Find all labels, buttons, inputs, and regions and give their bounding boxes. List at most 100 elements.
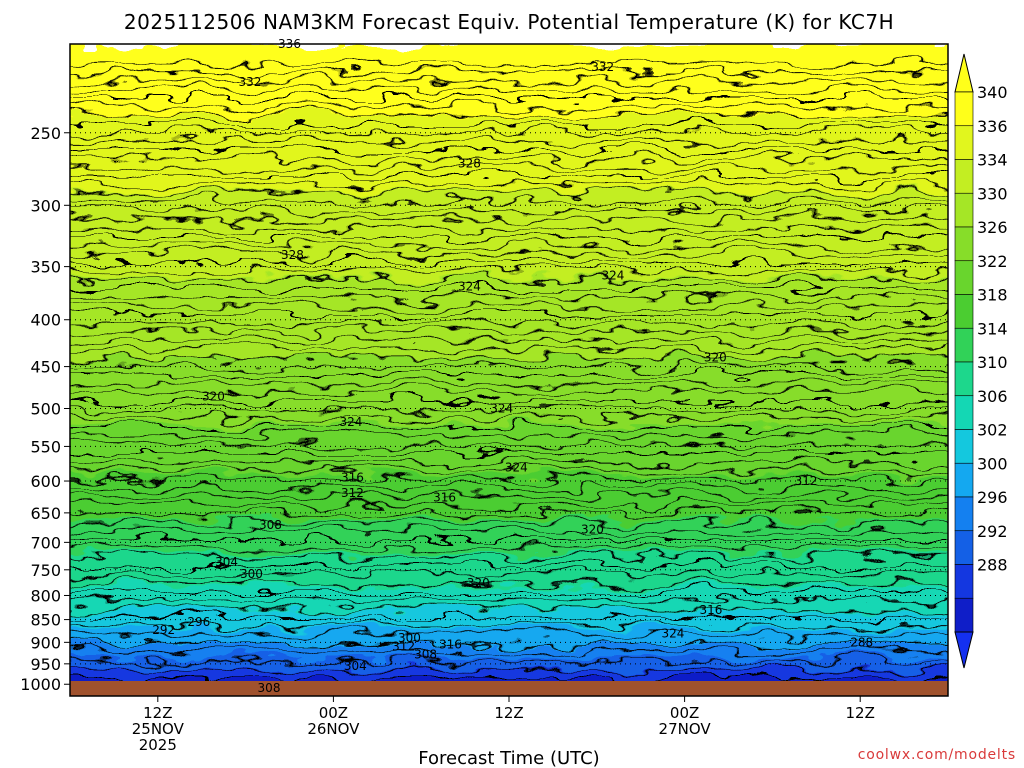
- contour-label: 308: [258, 681, 281, 695]
- colorbar-arrow-bottom: [954, 631, 974, 669]
- contour-label: 324: [458, 280, 481, 294]
- contour-label: 332: [239, 75, 262, 89]
- contour-label: 300: [398, 631, 421, 645]
- contour-label: 316: [433, 490, 456, 504]
- colorbar-swatch: [954, 125, 974, 160]
- contour-label: 312: [341, 486, 364, 500]
- contour-label: 320: [704, 351, 727, 365]
- contour-label: 312: [795, 474, 818, 488]
- contour-label: 324: [340, 415, 363, 429]
- y-tick-label: 500: [30, 400, 61, 419]
- contour-label: 320: [467, 576, 490, 590]
- colorbar-tick-label: 288: [977, 556, 1008, 575]
- y-tick-label: 1000: [20, 675, 61, 694]
- colorbar-tick-label: 334: [977, 151, 1008, 170]
- colorbar-tick-label: 296: [977, 488, 1008, 507]
- contour-label: 312: [392, 640, 415, 654]
- contour-labels: 3363323323283283243243203203243243243163…: [152, 37, 873, 695]
- y-axis: 250 300 350 400 450 500 550 600 650 700 750 800 850 9…: [20, 124, 70, 694]
- contour-label: 328: [281, 248, 304, 262]
- y-tick-label: 400: [30, 311, 61, 330]
- colorbar-tick-label: 322: [977, 252, 1008, 271]
- contour-label: 316: [341, 471, 364, 485]
- colorbar-swatch: [954, 294, 974, 329]
- colorbar-swatch: [954, 496, 974, 532]
- chart-title: 2025112506 NAM3KM Forecast Equiv. Potent…: [124, 10, 894, 34]
- colorbar-swatch: [954, 530, 974, 565]
- y-tick-label: 850: [30, 611, 61, 630]
- contour-label: 308: [414, 648, 437, 662]
- x-axis-title: Forecast Time (UTC): [418, 748, 599, 768]
- colorbar-tick-label: 292: [977, 522, 1008, 541]
- x-tick-label: 00Z: [319, 704, 348, 722]
- x-tick-label: 2025: [139, 736, 177, 754]
- colorbar-tick-label: 314: [977, 319, 1008, 338]
- colorbar-swatch: [954, 159, 974, 194]
- colorbar-tick-label: 340: [977, 83, 1008, 102]
- contour-label: 304: [215, 555, 238, 569]
- contour-label: 324: [505, 461, 528, 475]
- contour-label: 300: [240, 567, 263, 581]
- contour-label: 304: [344, 659, 367, 673]
- x-tick-label: 27NOV: [659, 720, 712, 738]
- contour-label: 324: [490, 402, 513, 416]
- y-tick-label: 900: [30, 633, 61, 652]
- x-tick-label: 00Z: [670, 704, 699, 722]
- y-tick-label: 550: [30, 437, 61, 456]
- y-tick-label: 350: [30, 258, 61, 277]
- colorbar-swatch: [954, 192, 974, 228]
- theta-e-bands: [70, 44, 948, 696]
- x-tick-label: 12Z: [143, 704, 172, 722]
- contour-label: 324: [661, 626, 684, 640]
- colorbar-swatch: [954, 91, 974, 127]
- colorbar-arrow-top: [954, 53, 974, 93]
- contour-label: 292: [152, 623, 175, 637]
- colorbar-tick-label: 302: [977, 421, 1008, 440]
- colorbar-swatch: [954, 260, 974, 295]
- contour-label: 288: [850, 635, 873, 649]
- y-tick-label: 650: [30, 504, 61, 523]
- x-tick-label: 25NOV: [132, 720, 185, 738]
- colorbar-tick-label: 326: [977, 218, 1008, 237]
- y-tick-label: 600: [30, 472, 61, 491]
- contour-label: 328: [458, 156, 481, 170]
- contour-label: 320: [202, 389, 225, 403]
- y-tick-label: 800: [30, 586, 61, 605]
- colorbar-tick-label: 310: [977, 353, 1008, 372]
- x-tick-label: 26NOV: [307, 720, 360, 738]
- colorbar-tick-label: 300: [977, 454, 1008, 473]
- colorbar-swatch: [954, 361, 974, 397]
- y-tick-label: 250: [30, 124, 61, 143]
- y-tick-label: 950: [30, 655, 61, 674]
- colorbar-tick-label: 306: [977, 387, 1008, 406]
- colorbar-swatch: [954, 462, 974, 498]
- colorbar-swatch: [954, 395, 974, 430]
- contour-label: 296: [187, 615, 210, 629]
- y-tick-label: 700: [30, 533, 61, 552]
- colorbar-swatch: [954, 429, 974, 464]
- colorbar-swatch: [954, 327, 974, 363]
- contour-label: 316: [439, 638, 462, 652]
- colorbar-tick-label: 336: [977, 117, 1008, 136]
- colorbar-swatch: [954, 226, 974, 262]
- contour-lines: [70, 62, 948, 679]
- contour-label: 324: [601, 269, 624, 283]
- colorbar: 340 336 334 330 326 322 318 314 310 306 302 300 296 2…: [954, 53, 1008, 669]
- y-tick-label: 450: [30, 358, 61, 377]
- credit-text: coolwx.com/modelts: [858, 747, 1016, 763]
- y-tick-label: 750: [30, 561, 61, 580]
- colorbar-swatch: [954, 564, 974, 599]
- contour-label: 320: [581, 523, 604, 537]
- x-tick-label: 12Z: [846, 704, 875, 722]
- contour-label: 316: [699, 603, 722, 617]
- colorbar-swatch: [954, 597, 974, 633]
- ground-surface: [70, 681, 948, 696]
- colorbar-tick-label: 318: [977, 286, 1008, 305]
- contour-label: 332: [591, 60, 614, 74]
- contour-label: 308: [259, 518, 282, 532]
- colorbar-tick-label: 330: [977, 184, 1008, 203]
- x-tick-label: 12Z: [494, 704, 523, 722]
- y-tick-label: 300: [30, 196, 61, 215]
